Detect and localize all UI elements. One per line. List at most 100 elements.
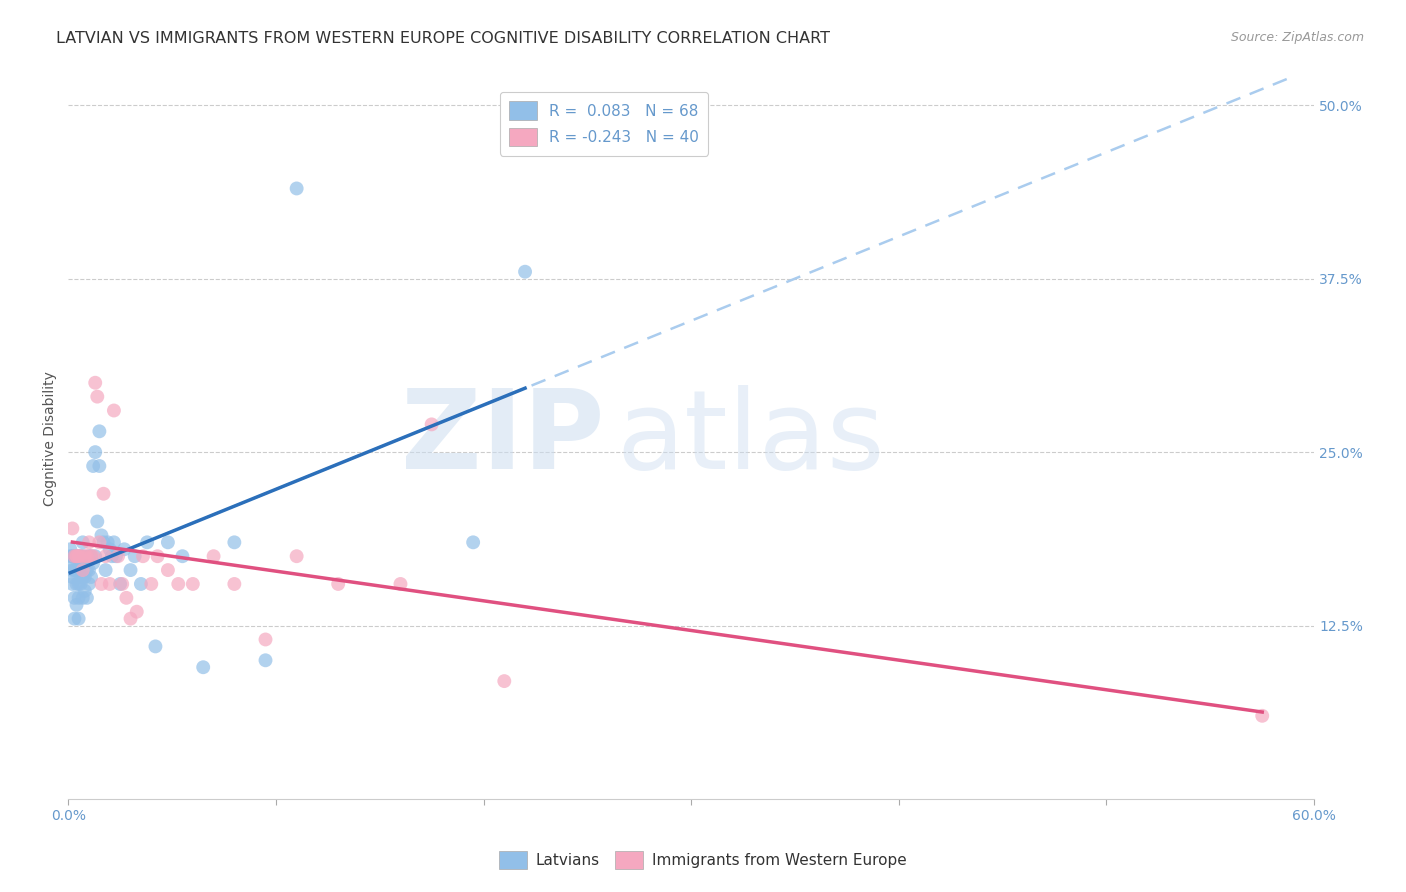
Point [125, 605, 148, 619]
Point [65, 549, 87, 564]
Point [115, 591, 138, 605]
Point [65, 549, 87, 564]
Point [63, 591, 86, 605]
Point [463, 535, 485, 549]
Point [120, 612, 142, 626]
Point [82, 549, 104, 564]
Point [202, 549, 225, 564]
Point [90, 577, 112, 591]
Point [77, 563, 100, 577]
Point [98, 542, 121, 557]
Text: LATVIAN VS IMMIGRANTS FROM WESTERN EUROPE COGNITIVE DISABILITY CORRELATION CHART: LATVIAN VS IMMIGRANTS FROM WESTERN EUROP… [56, 31, 830, 46]
Point [63, 612, 86, 626]
Point [77, 549, 100, 564]
Point [494, 674, 516, 689]
Text: Source: ZipAtlas.com: Source: ZipAtlas.com [1230, 31, 1364, 45]
Point [80, 549, 103, 564]
Point [59, 549, 82, 564]
Point [60, 549, 83, 564]
Point [59, 542, 82, 557]
Point [111, 577, 134, 591]
Point [69, 549, 91, 564]
Point [77, 577, 100, 591]
Point [513, 265, 536, 279]
Point [94, 563, 117, 577]
Point [73, 583, 96, 598]
Point [103, 535, 125, 549]
Point [389, 577, 412, 591]
Point [82, 556, 104, 570]
Y-axis label: Cognitive Disability: Cognitive Disability [44, 371, 58, 506]
Point [224, 535, 246, 549]
Point [103, 403, 125, 417]
Point [84, 376, 107, 390]
Point [67, 549, 90, 564]
Point [254, 632, 277, 647]
Point [60, 570, 83, 584]
Point [132, 549, 155, 564]
Point [90, 528, 112, 542]
Point [224, 577, 246, 591]
Point [285, 549, 308, 564]
Point [73, 570, 96, 584]
Point [86, 390, 108, 404]
Point [146, 549, 169, 564]
Point [328, 577, 350, 591]
Point [94, 549, 117, 564]
Point [86, 515, 108, 529]
Point [93, 535, 115, 549]
Point [69, 556, 91, 570]
Legend: Latvians, Immigrants from Western Europe: Latvians, Immigrants from Western Europe [494, 845, 912, 875]
Point [82, 458, 104, 473]
Point [124, 549, 146, 564]
Point [1251, 708, 1274, 723]
Point [136, 535, 159, 549]
Point [112, 542, 135, 557]
Point [63, 549, 86, 564]
Point [97, 535, 120, 549]
Point [156, 535, 179, 549]
Point [89, 535, 111, 549]
Point [181, 577, 204, 591]
Point [120, 563, 142, 577]
Point [80, 570, 103, 584]
Legend: R =  0.083   N = 68, R = -0.243   N = 40: R = 0.083 N = 68, R = -0.243 N = 40 [501, 92, 709, 155]
Point [69, 549, 91, 564]
Point [89, 425, 111, 439]
Point [72, 570, 94, 584]
Point [67, 577, 90, 591]
Point [76, 591, 98, 605]
Point [107, 549, 129, 564]
Point [65, 549, 87, 564]
Point [60, 577, 83, 591]
Point [145, 640, 167, 654]
Point [104, 549, 127, 564]
Point [172, 549, 194, 564]
Point [193, 660, 215, 674]
Point [76, 563, 98, 577]
Point [69, 570, 91, 584]
Point [77, 535, 100, 549]
Point [89, 458, 111, 473]
Point [84, 445, 107, 459]
Point [129, 577, 152, 591]
Point [69, 577, 91, 591]
Point [65, 577, 87, 591]
Point [101, 549, 124, 564]
Point [67, 612, 90, 626]
Text: atlas: atlas [616, 384, 884, 491]
Point [72, 535, 94, 549]
Point [63, 563, 86, 577]
Point [67, 563, 90, 577]
Point [98, 577, 121, 591]
Point [73, 549, 96, 564]
Point [76, 549, 98, 564]
Point [167, 577, 190, 591]
Point [93, 487, 115, 501]
Point [72, 563, 94, 577]
Point [67, 591, 90, 605]
Point [72, 549, 94, 564]
Point [59, 556, 82, 570]
Point [108, 577, 131, 591]
Text: ZIP: ZIP [401, 384, 605, 491]
